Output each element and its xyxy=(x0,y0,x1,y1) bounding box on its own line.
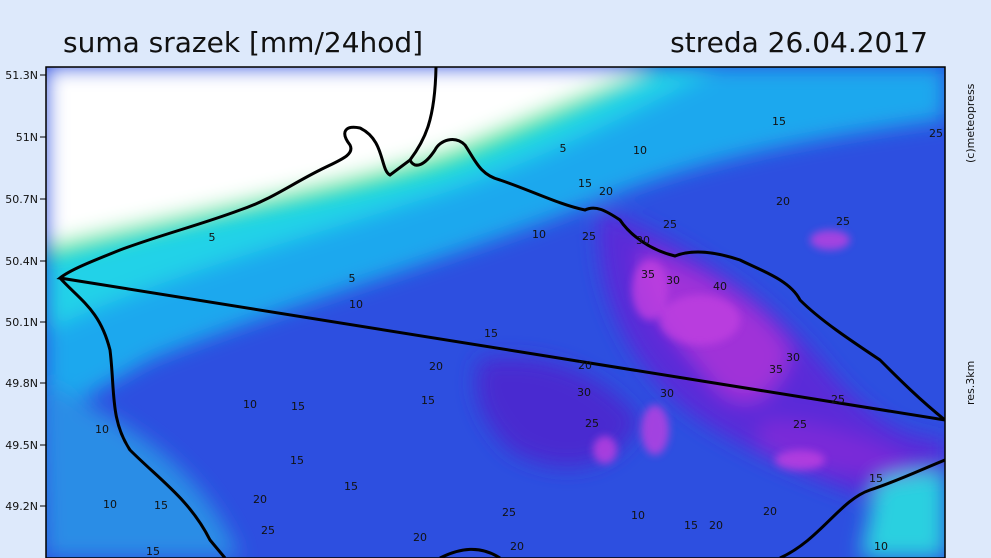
contour-label: 25 xyxy=(582,230,596,243)
contour-label: 15 xyxy=(344,480,358,493)
contour-label: 5 xyxy=(209,231,216,244)
contour-label: 20 xyxy=(763,505,777,518)
contour-label: 35 xyxy=(769,363,783,376)
resolution: res.3km xyxy=(964,361,977,405)
contour-label: 30 xyxy=(577,386,591,399)
map-frame xyxy=(45,66,946,558)
contour-label: 25 xyxy=(502,506,516,519)
contour-label: 10 xyxy=(532,228,546,241)
contour-label: 15 xyxy=(772,115,786,128)
lat-label: 51N xyxy=(16,131,38,144)
contour-label: 10 xyxy=(103,498,117,511)
lat-label: 49.2N xyxy=(5,500,38,513)
contour-label: 20 xyxy=(510,540,524,553)
contour-label: 15 xyxy=(578,177,592,190)
contour-label: 15 xyxy=(484,327,498,340)
contour-label: 20 xyxy=(413,531,427,544)
lat-label: 49.5N xyxy=(5,439,38,452)
contour-label: 25 xyxy=(663,218,677,231)
contour-label: 30 xyxy=(660,387,674,400)
contour-label: 20 xyxy=(429,360,443,373)
contour-label: 25 xyxy=(929,127,943,140)
contour-label: 25 xyxy=(261,524,275,537)
contour-label: 20 xyxy=(776,195,790,208)
contour-label: 25 xyxy=(831,393,845,406)
contour-label: 15 xyxy=(421,394,435,407)
lat-label: 49.8N xyxy=(5,377,38,390)
contour-label: 10 xyxy=(349,298,363,311)
contour-label: 15 xyxy=(684,519,698,532)
contour-label: 20 xyxy=(709,519,723,532)
contour-label: 5 xyxy=(349,272,356,285)
contour-label: 10 xyxy=(874,540,888,553)
contour-label: 35 xyxy=(641,268,655,281)
contour-label: 25 xyxy=(793,418,807,431)
lat-label: 50.1N xyxy=(5,316,38,329)
lat-label: 50.7N xyxy=(5,193,38,206)
contour-label: 20 xyxy=(253,493,267,506)
contour-label: 30 xyxy=(636,234,650,247)
contour-label: 20 xyxy=(578,359,592,372)
credit: (c)meteopress xyxy=(964,83,977,163)
contour-label: 10 xyxy=(631,509,645,522)
map-date: streda 26.04.2017 xyxy=(670,26,928,59)
contour-label: 25 xyxy=(836,215,850,228)
lat-label: 50.4N xyxy=(5,255,38,268)
lat-label: 51.3N xyxy=(5,69,38,82)
contour-label: 40 xyxy=(713,280,727,293)
contour-label: 30 xyxy=(786,351,800,364)
contour-label: 15 xyxy=(146,545,160,558)
contour-label: 15 xyxy=(291,400,305,413)
contour-label: 20 xyxy=(599,185,613,198)
contour-label: 10 xyxy=(95,423,109,436)
contour-label: 15 xyxy=(869,472,883,485)
contour-label: 15 xyxy=(154,499,168,512)
contour-label: 30 xyxy=(666,274,680,287)
contour-label: 5 xyxy=(560,142,567,155)
contour-label: 25 xyxy=(585,417,599,430)
map-title: suma srazek [mm/24hod] xyxy=(63,26,423,59)
contour-label: 10 xyxy=(243,398,257,411)
contour-label: 15 xyxy=(290,454,304,467)
contour-label: 10 xyxy=(633,144,647,157)
